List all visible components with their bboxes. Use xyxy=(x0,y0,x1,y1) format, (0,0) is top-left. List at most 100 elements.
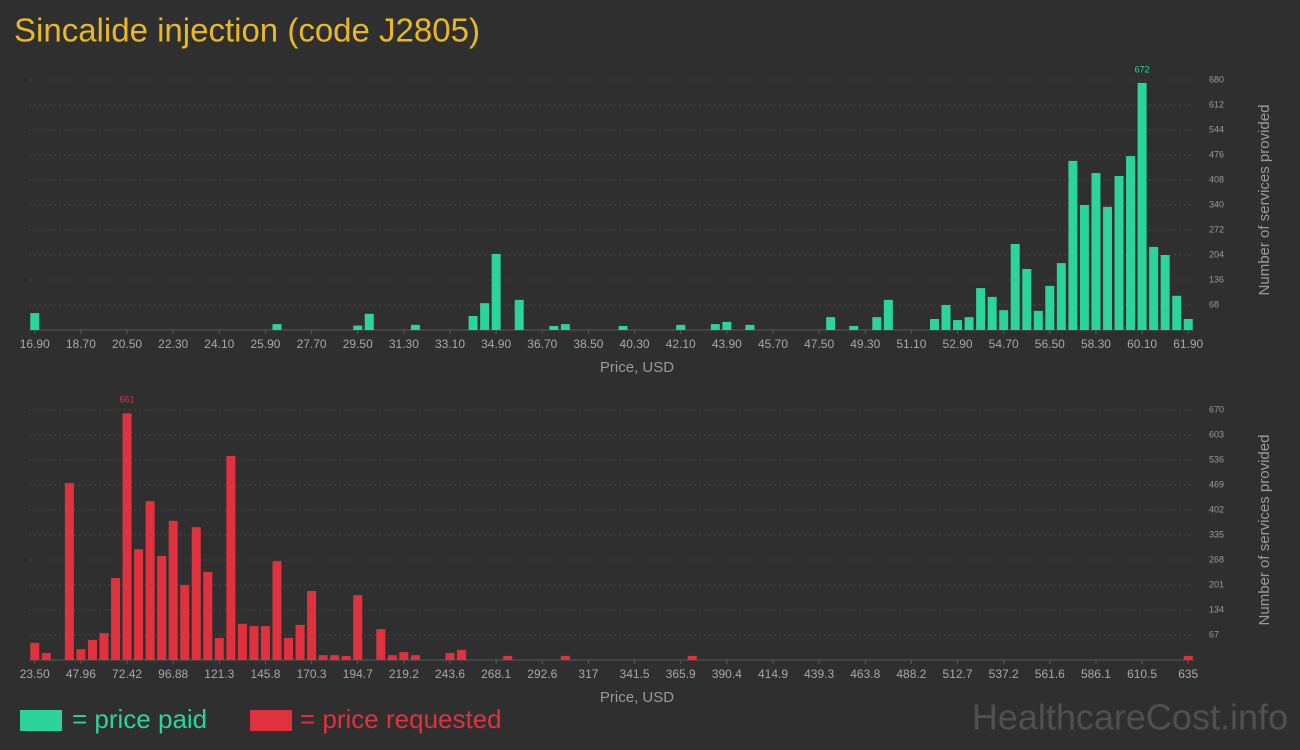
bar xyxy=(560,655,570,660)
bar xyxy=(676,324,686,330)
x-tick-label: 58.30 xyxy=(1081,337,1111,351)
bar xyxy=(618,325,628,330)
bar xyxy=(560,324,570,330)
bar xyxy=(30,642,40,660)
max-label: 661 xyxy=(120,395,135,405)
bar xyxy=(376,629,386,660)
bar xyxy=(203,571,213,660)
bar xyxy=(214,637,224,660)
bar xyxy=(1022,268,1032,330)
x-tick-label: 54.70 xyxy=(989,337,1019,351)
bar xyxy=(284,637,294,660)
bar xyxy=(1056,263,1066,330)
y-tick-label: 402 xyxy=(1209,504,1224,514)
bar xyxy=(1149,246,1159,330)
bar xyxy=(41,652,51,660)
bar xyxy=(64,483,74,660)
bar xyxy=(1183,318,1193,330)
x-axis-title: Price, USD xyxy=(600,689,674,706)
x-tick-label: 49.30 xyxy=(850,337,880,351)
bar xyxy=(1137,82,1147,330)
bar xyxy=(1114,175,1124,330)
bar xyxy=(1079,205,1089,330)
x-tick-label: 27.70 xyxy=(297,337,327,351)
bar xyxy=(157,555,167,660)
bar xyxy=(491,253,501,330)
x-tick-label: 16.90 xyxy=(20,337,50,351)
x-tick-label: 42.10 xyxy=(666,337,696,351)
x-tick-label: 60.10 xyxy=(1127,337,1157,351)
x-tick-label: 292.6 xyxy=(527,667,557,681)
bar xyxy=(353,595,363,660)
bar xyxy=(1045,285,1055,330)
x-tick-label: 33.10 xyxy=(435,337,465,351)
page-title: Sincalide injection (code J2805) xyxy=(14,12,480,49)
bar xyxy=(111,577,121,660)
bar xyxy=(307,590,317,660)
x-tick-label: 25.90 xyxy=(250,337,280,351)
max-label: 672 xyxy=(1135,64,1150,74)
x-tick-label: 23.50 xyxy=(20,667,50,681)
y-tick-label: 469 xyxy=(1209,479,1224,489)
y-tick-label: 67 xyxy=(1209,629,1219,639)
x-tick-label: 610.5 xyxy=(1127,667,1157,681)
bar xyxy=(514,299,524,330)
bar xyxy=(134,549,144,660)
y-tick-label: 536 xyxy=(1209,454,1224,464)
bar xyxy=(929,318,939,330)
x-tick-label: 47.96 xyxy=(66,667,96,681)
bar xyxy=(272,561,282,660)
x-tick-label: 317 xyxy=(578,667,598,681)
y-tick-label: 68 xyxy=(1209,299,1219,309)
bar xyxy=(445,652,455,660)
y-tick-label: 136 xyxy=(1209,274,1224,284)
bar xyxy=(272,324,282,330)
x-tick-label: 40.30 xyxy=(620,337,650,351)
bar xyxy=(987,296,997,330)
bar xyxy=(953,320,963,330)
bar xyxy=(457,649,467,660)
y-tick-label: 201 xyxy=(1209,579,1224,589)
x-tick-label: 170.3 xyxy=(297,667,327,681)
x-tick-label: 390.4 xyxy=(712,667,742,681)
y-tick-label: 408 xyxy=(1209,174,1224,184)
x-tick-label: 439.3 xyxy=(804,667,834,681)
y-axis-title: Number of services provided xyxy=(1256,105,1273,296)
x-tick-label: 22.30 xyxy=(158,337,188,351)
x-tick-label: 52.90 xyxy=(943,337,973,351)
x-axis-title: Price, USD xyxy=(600,359,674,376)
x-tick-label: 31.30 xyxy=(389,337,419,351)
x-tick-label: 47.50 xyxy=(804,337,834,351)
bar xyxy=(964,317,974,330)
bar xyxy=(826,317,836,330)
bar xyxy=(1183,655,1193,660)
y-tick-label: 670 xyxy=(1209,404,1224,414)
legend-swatch xyxy=(20,710,62,731)
x-tick-label: 145.8 xyxy=(250,667,280,681)
x-tick-label: 365.9 xyxy=(666,667,696,681)
legend-swatch xyxy=(250,710,292,731)
y-axis-title: Number of services provided xyxy=(1256,435,1273,626)
bar xyxy=(1160,255,1170,330)
bar xyxy=(1033,310,1043,330)
x-tick-label: 29.50 xyxy=(343,337,373,351)
x-tick-label: 36.70 xyxy=(527,337,557,351)
bar xyxy=(710,324,720,330)
bar xyxy=(687,655,697,660)
y-tick-label: 612 xyxy=(1209,99,1224,109)
bar xyxy=(364,313,374,330)
bar xyxy=(849,325,859,330)
bar xyxy=(1172,295,1182,330)
y-tick-label: 134 xyxy=(1209,604,1224,614)
y-tick-label: 544 xyxy=(1209,124,1224,134)
bar xyxy=(1091,173,1101,330)
x-tick-label: 463.8 xyxy=(850,667,880,681)
bar xyxy=(249,626,259,660)
bar xyxy=(260,626,270,660)
bar xyxy=(353,325,363,330)
x-tick-label: 512.7 xyxy=(943,667,973,681)
bar xyxy=(480,303,490,330)
bar xyxy=(30,313,40,330)
